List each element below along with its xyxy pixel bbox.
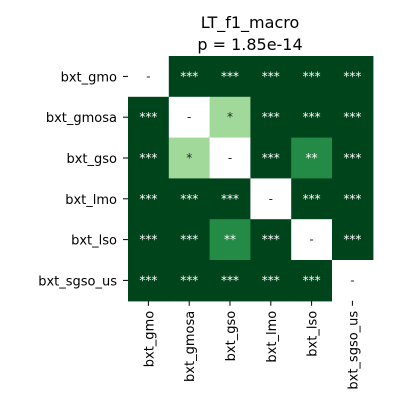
- y-tick-label: bxt_gmo: [61, 70, 117, 85]
- heatmap-cell: [128, 178, 170, 220]
- heatmap-cell: [291, 178, 333, 220]
- chart-title: LT_f1_macro: [201, 13, 300, 33]
- cell-label: ***: [180, 192, 198, 206]
- x-tick-label: bxt_gmo: [142, 311, 157, 367]
- heatmap-cell: [128, 56, 170, 98]
- cell-label: ***: [343, 151, 361, 165]
- cell-label: -: [309, 233, 313, 247]
- heatmap-cell: [291, 137, 333, 179]
- cell-label: ***: [221, 192, 239, 206]
- cell-label: ***: [221, 69, 239, 83]
- heatmap-cell: [250, 56, 292, 98]
- heatmap-cell: [291, 260, 333, 302]
- cell-label: ***: [343, 110, 361, 124]
- y-tick-label: bxt_sgso_us: [38, 274, 117, 289]
- cell-label: -: [228, 151, 232, 165]
- cell-label: ***: [180, 69, 198, 83]
- heatmap-cell: [332, 137, 374, 179]
- cell-label: ***: [180, 273, 198, 287]
- heatmap-cell: [332, 219, 374, 261]
- x-tick-label: bxt_gso: [224, 311, 239, 362]
- cell-label: -: [187, 110, 191, 124]
- heatmap-cell: [168, 137, 211, 179]
- heatmap-cell: [250, 260, 292, 302]
- cell-label: ***: [262, 233, 280, 247]
- heatmap-cell: [168, 96, 211, 139]
- cell-label: ***: [262, 273, 280, 287]
- cell-label: ***: [303, 273, 321, 287]
- heatmap-cell: [209, 96, 251, 139]
- x-tick-label: bxt_lmo: [265, 311, 280, 363]
- heatmap-cell: [250, 137, 292, 179]
- cell-label: ***: [139, 110, 157, 124]
- heatmap-cell: [250, 178, 292, 220]
- cell-label: **: [306, 151, 318, 165]
- cell-label: ***: [262, 69, 280, 83]
- heatmap-cell: [332, 178, 374, 220]
- heatmap-cell: [209, 56, 251, 98]
- heatmap-cell: [128, 219, 170, 261]
- x-axis: bxt_gmo bxt_gmosa bxt_gso bxt_lmo bxt_lso bxt…: [142, 300, 361, 390]
- cell-label: ***: [139, 192, 157, 206]
- heatmap-cells: - *** *** *** *** ****** - * *** *** ****** * - *** **…: [128, 56, 374, 302]
- cell-label: *: [227, 110, 233, 124]
- cell-label: ***: [343, 69, 361, 83]
- cell-label: ***: [221, 273, 239, 287]
- heatmap-cell: [128, 137, 170, 179]
- chart-subtitle: p = 1.85e-14: [197, 35, 302, 54]
- x-tick-label: bxt_lso: [306, 311, 321, 357]
- cell-label: ***: [139, 233, 157, 247]
- heatmap-cell: [291, 96, 333, 139]
- heatmap-cell: [250, 219, 292, 261]
- heatmap-cell: [209, 219, 251, 261]
- heatmap-cell: [209, 260, 251, 302]
- heatmap-cell: [168, 260, 211, 302]
- heatmap-cell: [168, 178, 211, 220]
- cell-label: -: [269, 192, 273, 206]
- cell-label: **: [224, 233, 236, 247]
- heatmap-cell: [250, 96, 292, 139]
- heatmap-cell: [128, 260, 170, 302]
- heatmap-cell: [209, 178, 251, 220]
- y-tick-label: bxt_gmosa: [46, 111, 117, 126]
- heatmap-cell: [291, 219, 333, 261]
- heatmap-cell: [332, 260, 374, 302]
- heatmap-cell: [128, 96, 170, 139]
- cell-label: *: [186, 151, 192, 165]
- y-tick-label: bxt_lmo: [65, 193, 117, 208]
- x-tick-label: bxt_gmosa: [183, 311, 198, 382]
- cell-label: ***: [303, 110, 321, 124]
- heatmap-cell: [332, 56, 374, 98]
- y-tick-label: bxt_gso: [66, 152, 117, 167]
- heatmap-cell: [291, 56, 333, 98]
- heatmap-cell: [168, 56, 211, 98]
- cell-label: ***: [343, 233, 361, 247]
- cell-label: ***: [262, 110, 280, 124]
- cell-label: ***: [180, 233, 198, 247]
- cell-label: ***: [139, 273, 157, 287]
- cell-label: ***: [139, 151, 157, 165]
- heatmap-cell: [168, 219, 211, 261]
- cell-label: ***: [343, 192, 361, 206]
- y-tick-label: bxt_lso: [71, 234, 117, 249]
- cell-label: -: [350, 273, 354, 287]
- cell-label: ***: [303, 69, 321, 83]
- x-tick-label: bxt_sgso_us: [346, 311, 361, 390]
- cell-label: ***: [303, 192, 321, 206]
- heatmap-cell: [209, 137, 251, 179]
- cell-label: ***: [262, 151, 280, 165]
- y-axis: bxt_gmo bxt_gmosa bxt_gso bxt_lmo bxt_lsobxt…: [38, 70, 128, 289]
- heatmap-cell: [332, 96, 374, 139]
- cell-label: -: [146, 69, 150, 83]
